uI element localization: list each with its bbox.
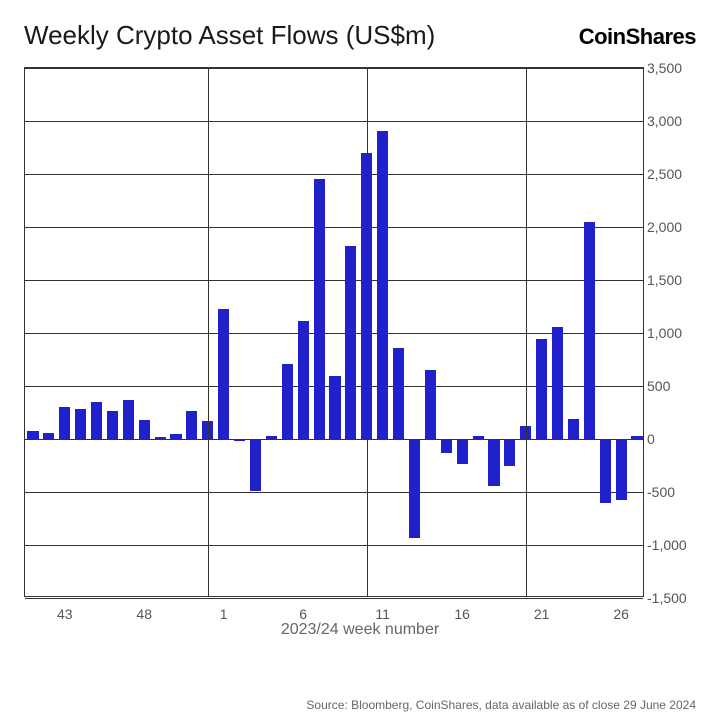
y-tick-label: 3,000 <box>647 113 693 129</box>
x-tick-label: 6 <box>299 606 307 622</box>
bar <box>473 436 484 439</box>
brand-logo: CoinShares <box>579 24 696 50</box>
bar <box>457 439 468 464</box>
bar <box>155 437 166 439</box>
gridline-vertical <box>367 68 368 596</box>
y-tick-label: 2,500 <box>647 166 693 182</box>
bar <box>504 439 515 466</box>
gridline-vertical <box>208 68 209 596</box>
y-tick-label: -1,000 <box>647 537 693 553</box>
bar <box>107 411 118 439</box>
bar <box>59 407 70 439</box>
bar <box>616 439 627 500</box>
y-tick-label: 1,500 <box>647 272 693 288</box>
y-tick-label: -1,500 <box>647 590 693 606</box>
gridline-vertical <box>526 68 527 596</box>
chart-container: Weekly Crypto Asset Flows (US$m) CoinSha… <box>0 0 720 724</box>
bar <box>631 436 642 439</box>
bar <box>409 439 420 538</box>
bar <box>123 400 134 439</box>
chart-title: Weekly Crypto Asset Flows (US$m) <box>24 20 435 51</box>
bar <box>170 434 181 439</box>
x-tick-label: 11 <box>375 606 390 622</box>
gridline-horizontal <box>25 333 643 334</box>
bar <box>234 439 245 441</box>
bar <box>75 409 86 439</box>
bar <box>250 439 261 491</box>
y-tick-label: 1,000 <box>647 325 693 341</box>
gridline-horizontal <box>25 545 643 546</box>
bar <box>282 364 293 439</box>
y-tick-label: 0 <box>647 431 693 447</box>
gridline-horizontal <box>25 174 643 175</box>
y-tick-label: 2,000 <box>647 219 693 235</box>
bar <box>43 433 54 439</box>
chart-area: -1,500 -1,000 -500 0 500 1,000 1,500 2,000 2,500… <box>24 59 696 639</box>
y-tick-label: -500 <box>647 484 693 500</box>
bar <box>568 419 579 439</box>
bar <box>139 420 150 439</box>
x-tick-label: 43 <box>57 606 73 622</box>
gridline-horizontal <box>25 439 643 440</box>
y-tick-label: 500 <box>647 378 693 394</box>
bar <box>91 402 102 439</box>
bar <box>266 436 277 439</box>
bar <box>441 439 452 453</box>
y-tick-label: 3,500 <box>647 60 693 76</box>
bar <box>552 327 563 439</box>
source-caption: Source: Bloomberg, CoinShares, data avai… <box>306 698 696 712</box>
plot-region: -1,500-1,000-50005001,0001,5002,0002,500… <box>24 67 644 597</box>
bar <box>345 246 356 439</box>
bar <box>27 431 38 439</box>
gridline-horizontal <box>25 68 643 69</box>
gridline-horizontal <box>25 280 643 281</box>
x-tick-label: 48 <box>136 606 152 622</box>
bar <box>584 222 595 439</box>
bar <box>425 370 436 439</box>
header: Weekly Crypto Asset Flows (US$m) CoinSha… <box>24 20 696 51</box>
x-tick-label: 1 <box>220 606 228 622</box>
bar <box>377 131 388 439</box>
bar <box>488 439 499 486</box>
gridline-horizontal <box>25 227 643 228</box>
x-tick-label: 16 <box>454 606 470 622</box>
bar <box>600 439 611 503</box>
bar <box>536 339 547 439</box>
bar <box>314 179 325 439</box>
gridline-horizontal <box>25 598 643 599</box>
x-tick-label: 26 <box>613 606 629 622</box>
gridline-horizontal <box>25 492 643 493</box>
gridline-horizontal <box>25 121 643 122</box>
bar <box>329 376 340 439</box>
bar <box>186 411 197 439</box>
bar <box>393 348 404 439</box>
x-tick-label: 21 <box>534 606 550 622</box>
bar <box>298 321 309 439</box>
x-axis-label: 2023/24 week number <box>281 621 439 639</box>
bar <box>218 309 229 439</box>
